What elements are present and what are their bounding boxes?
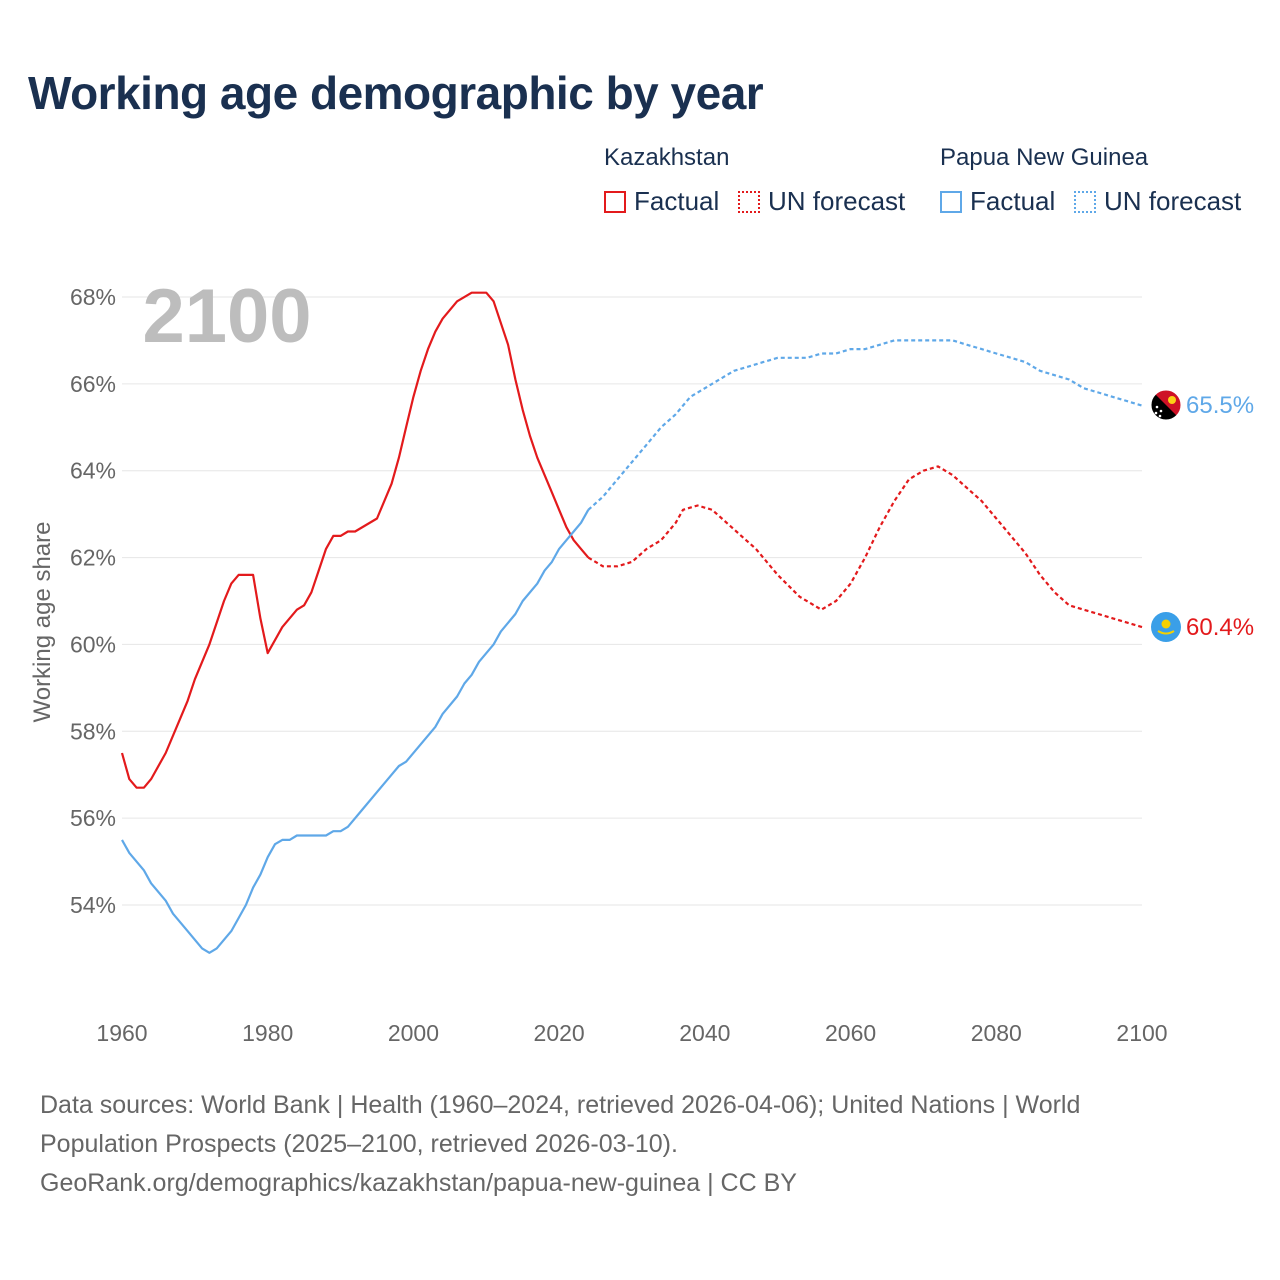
legend-png-factual[interactable]: Factual xyxy=(940,186,1055,217)
line-chart: 54% 56% 58% 60% 62% 64% 66% 68% 1960 1980 2000 202… xyxy=(29,274,1254,1046)
papua-new-guinea-factual-line xyxy=(121,509,590,954)
y-tick-label: 62% xyxy=(70,545,116,571)
x-tick-label: 2080 xyxy=(971,1020,1022,1046)
y-axis-ticks: 54% 56% 58% 60% 62% 64% 66% 68% xyxy=(70,284,116,918)
source-line-1: Data sources: World Bank | Health (1960–… xyxy=(40,1091,1081,1119)
legend-kazakhstan-factual[interactable]: Factual xyxy=(604,186,719,217)
legend-swatch-solid-blue xyxy=(940,190,962,213)
x-axis-ticks: 1960 1980 2000 2020 2040 2060 2080 2100 xyxy=(96,1020,1167,1046)
legend-swatch-dotted-blue xyxy=(1074,190,1096,213)
legend-label: UN forecast xyxy=(768,186,906,216)
grid-lines xyxy=(122,296,1142,906)
legend-png-forecast[interactable]: UN forecast xyxy=(1074,186,1241,217)
x-tick-label: 2020 xyxy=(534,1020,585,1046)
legend-group-papua-new-guinea: Papua New Guinea xyxy=(940,144,1149,171)
legend-label: UN forecast xyxy=(1104,186,1242,216)
kazakhstan-forecast-line xyxy=(587,465,1143,629)
y-tick-label: 54% xyxy=(70,892,116,918)
x-tick-label: 1960 xyxy=(96,1020,147,1046)
y-tick-label: 56% xyxy=(70,805,116,831)
legend-group-kazakhstan: Kazakhstan xyxy=(604,144,730,171)
y-tick-label: 64% xyxy=(70,458,116,484)
source-link[interactable]: GeoRank.org/demographics/kazakhstan/papu… xyxy=(40,1169,797,1197)
x-tick-label: 2000 xyxy=(388,1020,439,1046)
legend-swatch-dotted-red xyxy=(738,190,760,213)
x-tick-label: 2100 xyxy=(1116,1020,1167,1046)
x-tick-label: 1980 xyxy=(242,1020,293,1046)
papua-new-guinea-flag-icon xyxy=(1150,389,1182,421)
chart-title: Working age demographic by year xyxy=(28,67,764,119)
kazakhstan-factual-line xyxy=(120,291,590,789)
y-axis-label: Working age share xyxy=(29,522,56,723)
y-tick-label: 58% xyxy=(70,718,116,744)
legend-label: Factual xyxy=(634,186,720,216)
y-tick-label: 68% xyxy=(70,284,116,310)
legend-swatch-solid-red xyxy=(604,190,626,213)
legend-label: Factual xyxy=(970,186,1056,216)
data-sources: Data sources: World Bank | Health (1960–… xyxy=(40,1086,1220,1203)
y-tick-label: 66% xyxy=(70,371,116,397)
legend-kazakhstan-forecast[interactable]: UN forecast xyxy=(738,186,905,217)
series-layer xyxy=(120,291,1143,954)
year-watermark: 2100 xyxy=(142,274,311,359)
x-tick-label: 2060 xyxy=(825,1020,876,1046)
source-line-2: Population Prospects (2025–2100, retriev… xyxy=(40,1130,678,1158)
y-tick-label: 60% xyxy=(70,631,116,657)
papua-new-guinea-forecast-line xyxy=(587,339,1143,511)
x-tick-label: 2040 xyxy=(679,1020,730,1046)
kazakhstan-end-label: 60.4% xyxy=(1186,614,1254,641)
papua-new-guinea-end-label: 65.5% xyxy=(1186,392,1254,419)
kazakhstan-flag-icon xyxy=(1151,612,1181,642)
